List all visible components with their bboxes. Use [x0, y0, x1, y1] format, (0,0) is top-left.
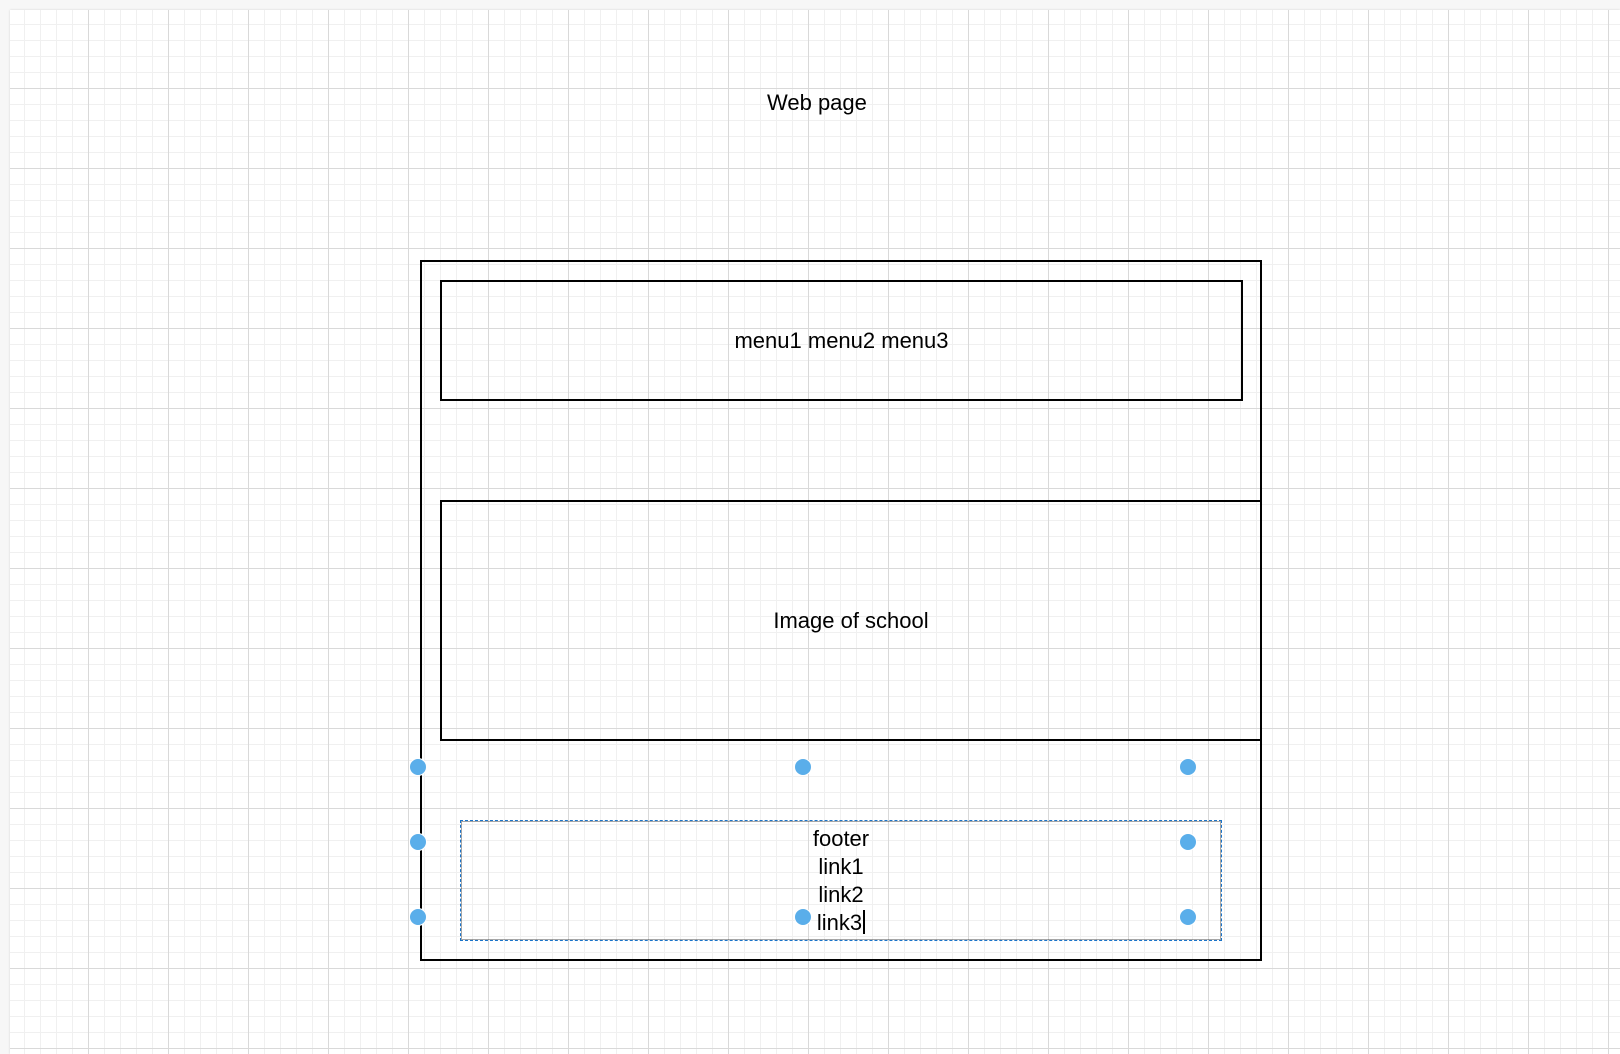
resize-handle-middle-left[interactable] [409, 833, 427, 851]
footer-box-selected[interactable]: footer link1 link2 link3 [460, 820, 1222, 941]
footer-line-footer[interactable]: footer [812, 825, 870, 851]
footer-line-link2[interactable]: link2 [818, 881, 864, 907]
footer-line-link3[interactable]: link3 [816, 909, 863, 935]
resize-handle-middle-right[interactable] [1179, 833, 1197, 851]
footer-line-link3-wrapper[interactable]: link3 [816, 909, 866, 937]
diagram-title[interactable]: Web page [767, 90, 867, 115]
resize-handle-bottom-left[interactable] [409, 908, 427, 926]
resize-handle-bottom-right[interactable] [1179, 908, 1197, 926]
resize-handle-top-center[interactable] [794, 758, 812, 776]
resize-handle-bottom-center[interactable] [794, 908, 812, 926]
image-box-label: Image of school [773, 607, 929, 633]
text-caret [863, 909, 866, 934]
footer-line-link1[interactable]: link1 [818, 853, 864, 879]
image-box[interactable]: Image of school [440, 500, 1262, 741]
resize-handle-top-right[interactable] [1179, 758, 1197, 776]
menu-box-label: menu1 menu2 menu3 [734, 327, 949, 353]
drawing-canvas[interactable]: Web page menu1 menu2 menu3 Image of scho… [10, 10, 1620, 1054]
resize-handle-top-left[interactable] [409, 758, 427, 776]
menu-box[interactable]: menu1 menu2 menu3 [440, 280, 1243, 401]
